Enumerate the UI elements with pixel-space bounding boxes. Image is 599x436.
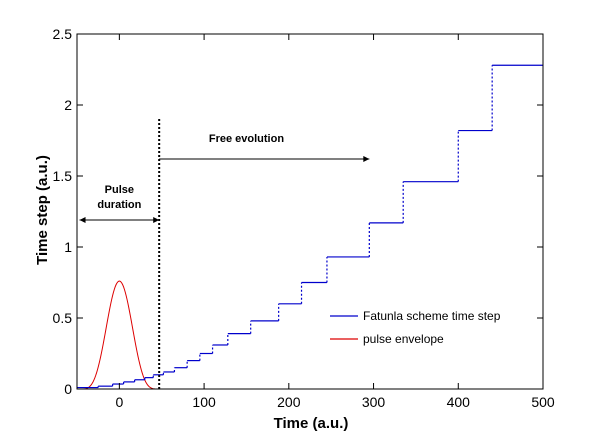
x-tick-label: 300 [362, 394, 386, 410]
x-tick-label: 400 [447, 394, 471, 410]
legend: Fatunla scheme time step pulse envelope [330, 309, 501, 346]
y-tick-label: 2 [64, 97, 72, 113]
legend-label: pulse envelope [363, 332, 444, 346]
free-evolution-label: Free evolution [209, 133, 284, 145]
y-tick-label: 0 [64, 381, 72, 397]
plot-area [77, 64, 543, 390]
y-tick-label: 0.5 [53, 310, 73, 326]
pulse-envelope-line [79, 280, 160, 390]
legend-label: Fatunla scheme time step [363, 309, 501, 323]
y-tick-label: 1 [64, 239, 72, 255]
x-tick-label: 200 [277, 394, 301, 410]
pulse-duration-label: duration [97, 199, 141, 211]
x-tick-label: 500 [531, 394, 555, 410]
pulse-duration-label: Pulse [105, 184, 134, 196]
y-axis-title: Time step (a.u.) [34, 155, 51, 265]
axis-frame [76, 33, 544, 390]
axes: 0 100 200 300 400 500 0 0.5 1 1.5 2 2.5 [53, 26, 555, 410]
y-tick-label: 1.5 [53, 168, 73, 184]
y-tick-label: 2.5 [53, 26, 73, 42]
x-axis-title: Time (a.u.) [274, 415, 349, 432]
x-tick-label: 100 [192, 394, 216, 410]
annotations: Free evolution Pulse duration [79, 117, 370, 389]
x-tick-label: 0 [115, 394, 123, 410]
